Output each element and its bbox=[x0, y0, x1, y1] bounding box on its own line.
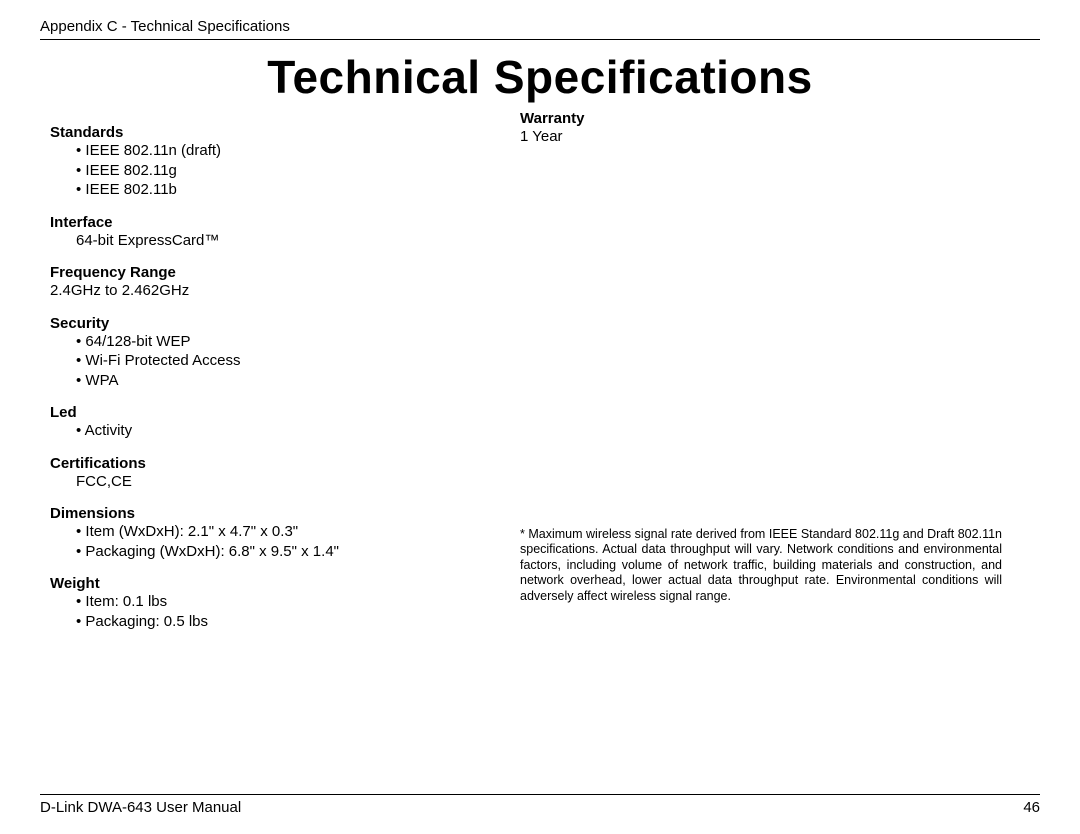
page-header: Appendix C - Technical Specifications bbox=[40, 18, 1040, 40]
standards-item: • IEEE 802.11n (draft) bbox=[50, 141, 520, 161]
security-item: • 64/128-bit WEP bbox=[50, 332, 520, 352]
content-columns: Standards • IEEE 802.11n (draft) • IEEE … bbox=[40, 110, 1040, 631]
standards-item: • IEEE 802.11b bbox=[50, 180, 520, 200]
disclaimer-text: * Maximum wireless signal rate derived f… bbox=[520, 527, 1010, 605]
certs-heading: Certifications bbox=[50, 455, 520, 472]
right-column: Warranty 1 Year * Maximum wireless signa… bbox=[520, 110, 1010, 631]
warranty-heading: Warranty bbox=[520, 110, 1010, 127]
left-column: Standards • IEEE 802.11n (draft) • IEEE … bbox=[40, 110, 520, 631]
weight-item: • Item: 0.1 lbs bbox=[50, 592, 520, 612]
standards-item: • IEEE 802.11g bbox=[50, 161, 520, 181]
weight-item: • Packaging: 0.5 lbs bbox=[50, 612, 520, 632]
standards-heading: Standards bbox=[50, 124, 520, 141]
dimensions-item: • Packaging (WxDxH): 6.8" x 9.5" x 1.4" bbox=[50, 542, 520, 562]
interface-value: 64-bit ExpressCard™ bbox=[50, 231, 520, 251]
page-title: Technical Specifications bbox=[40, 50, 1040, 104]
security-item: • WPA bbox=[50, 371, 520, 391]
certs-value: FCC,CE bbox=[50, 472, 520, 492]
warranty-value: 1 Year bbox=[520, 127, 1010, 147]
weight-heading: Weight bbox=[50, 575, 520, 592]
footer-left: D-Link DWA-643 User Manual bbox=[40, 799, 241, 816]
security-item: • Wi-Fi Protected Access bbox=[50, 351, 520, 371]
frequency-value: 2.4GHz to 2.462GHz bbox=[50, 281, 520, 301]
interface-heading: Interface bbox=[50, 214, 520, 231]
page-footer: D-Link DWA-643 User Manual 46 bbox=[40, 794, 1040, 816]
footer-page-number: 46 bbox=[1023, 799, 1040, 816]
dimensions-heading: Dimensions bbox=[50, 505, 520, 522]
led-heading: Led bbox=[50, 404, 520, 421]
security-heading: Security bbox=[50, 315, 520, 332]
frequency-heading: Frequency Range bbox=[50, 264, 520, 281]
dimensions-item: • Item (WxDxH): 2.1" x 4.7" x 0.3" bbox=[50, 522, 520, 542]
led-item: • Activity bbox=[50, 421, 520, 441]
